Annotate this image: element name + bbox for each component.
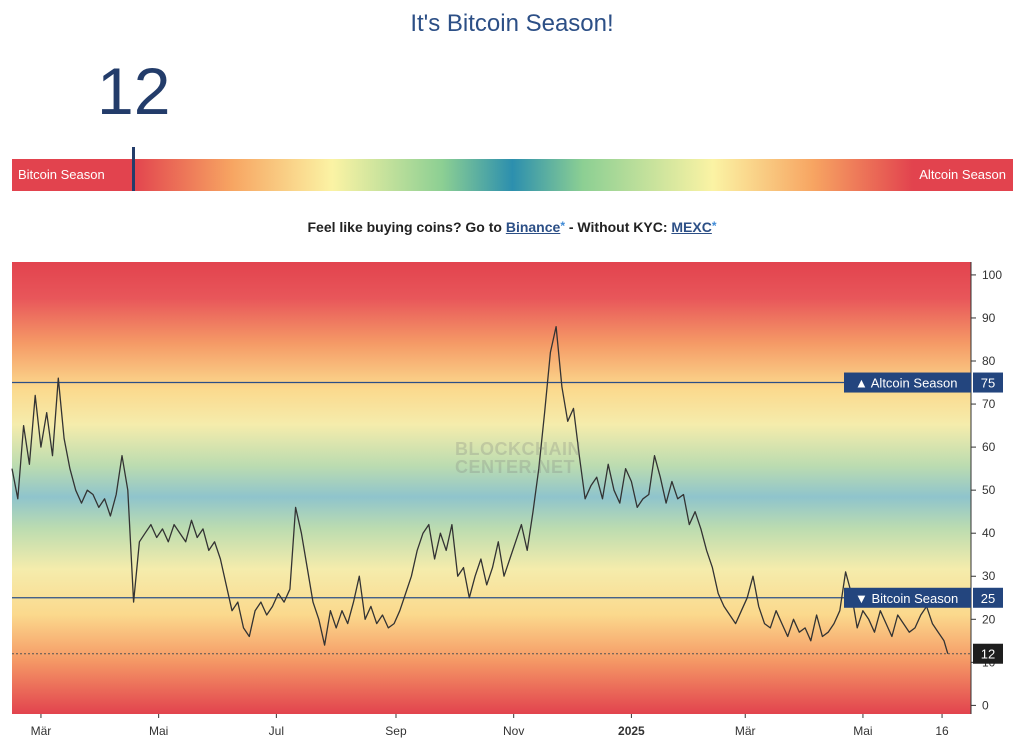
x-tick-label: Jul xyxy=(269,724,284,738)
x-tick-label: Nov xyxy=(503,724,524,738)
watermark: BLOCKCHAIN CENTER.NET xyxy=(455,440,581,476)
y-tick-label: 100 xyxy=(982,268,1002,282)
page-title: It's Bitcoin Season! xyxy=(410,10,614,37)
binance-link[interactable]: Binance xyxy=(505,219,561,235)
promo-text-before: Feel like buying coins? Go to xyxy=(307,219,506,235)
gauge-label-bitcoin-season: Bitcoin Season xyxy=(18,167,105,182)
y-tick-label: 50 xyxy=(982,483,996,497)
watermark-line1: BLOCKCHAIN xyxy=(455,439,581,459)
current-value-label: 12 xyxy=(981,647,995,662)
reference-label-box-1 xyxy=(844,587,971,608)
x-tick-label: 2025 xyxy=(618,724,645,738)
y-tick-label: 0 xyxy=(982,698,989,712)
reference-value-label-0: 75 xyxy=(981,376,995,391)
reference-label-box-0 xyxy=(844,372,971,393)
watermark-line2: CENTER.NET xyxy=(455,457,576,477)
x-tick-label: Sep xyxy=(385,724,407,738)
y-tick-label: 40 xyxy=(982,526,996,540)
binance-star: * xyxy=(560,219,565,233)
x-tick-label: 16 xyxy=(935,724,949,738)
x-tick-label: Mai xyxy=(149,724,168,738)
current-index-value: 12 xyxy=(97,54,171,128)
y-tick-label: 70 xyxy=(982,397,996,411)
y-tick-label: 30 xyxy=(982,569,996,583)
series-line xyxy=(11,325,949,654)
chart-plot-background xyxy=(12,262,971,714)
gauge-marker xyxy=(132,147,135,191)
y-tick-label: 90 xyxy=(982,311,996,325)
x-tick-label: Mai xyxy=(853,724,872,738)
reference-label-0: ▲ Altcoin Season xyxy=(855,376,957,391)
x-tick-label: Mär xyxy=(735,724,756,738)
x-tick-label: Mär xyxy=(31,724,52,738)
reference-value-box-1 xyxy=(973,587,1003,608)
y-tick-label: 60 xyxy=(982,440,996,454)
reference-label-1: ▼ Bitcoin Season xyxy=(855,591,958,606)
reference-value-box-0 xyxy=(973,372,1003,393)
reference-value-label-1: 25 xyxy=(981,591,995,606)
y-tick-label: 80 xyxy=(982,354,996,368)
promo-line: Feel like buying coins? Go to Binance* -… xyxy=(0,219,1024,235)
promo-text-mid: - Without KYC: xyxy=(564,219,672,235)
mexc-star: * xyxy=(711,219,717,233)
current-value-box xyxy=(973,643,1003,664)
season-gauge: Bitcoin Season Altcoin Season xyxy=(12,147,1013,191)
y-tick-label: 20 xyxy=(982,612,996,626)
gauge-label-altcoin-season: Altcoin Season xyxy=(919,167,1006,182)
mexc-link[interactable]: MEXC xyxy=(671,219,712,235)
